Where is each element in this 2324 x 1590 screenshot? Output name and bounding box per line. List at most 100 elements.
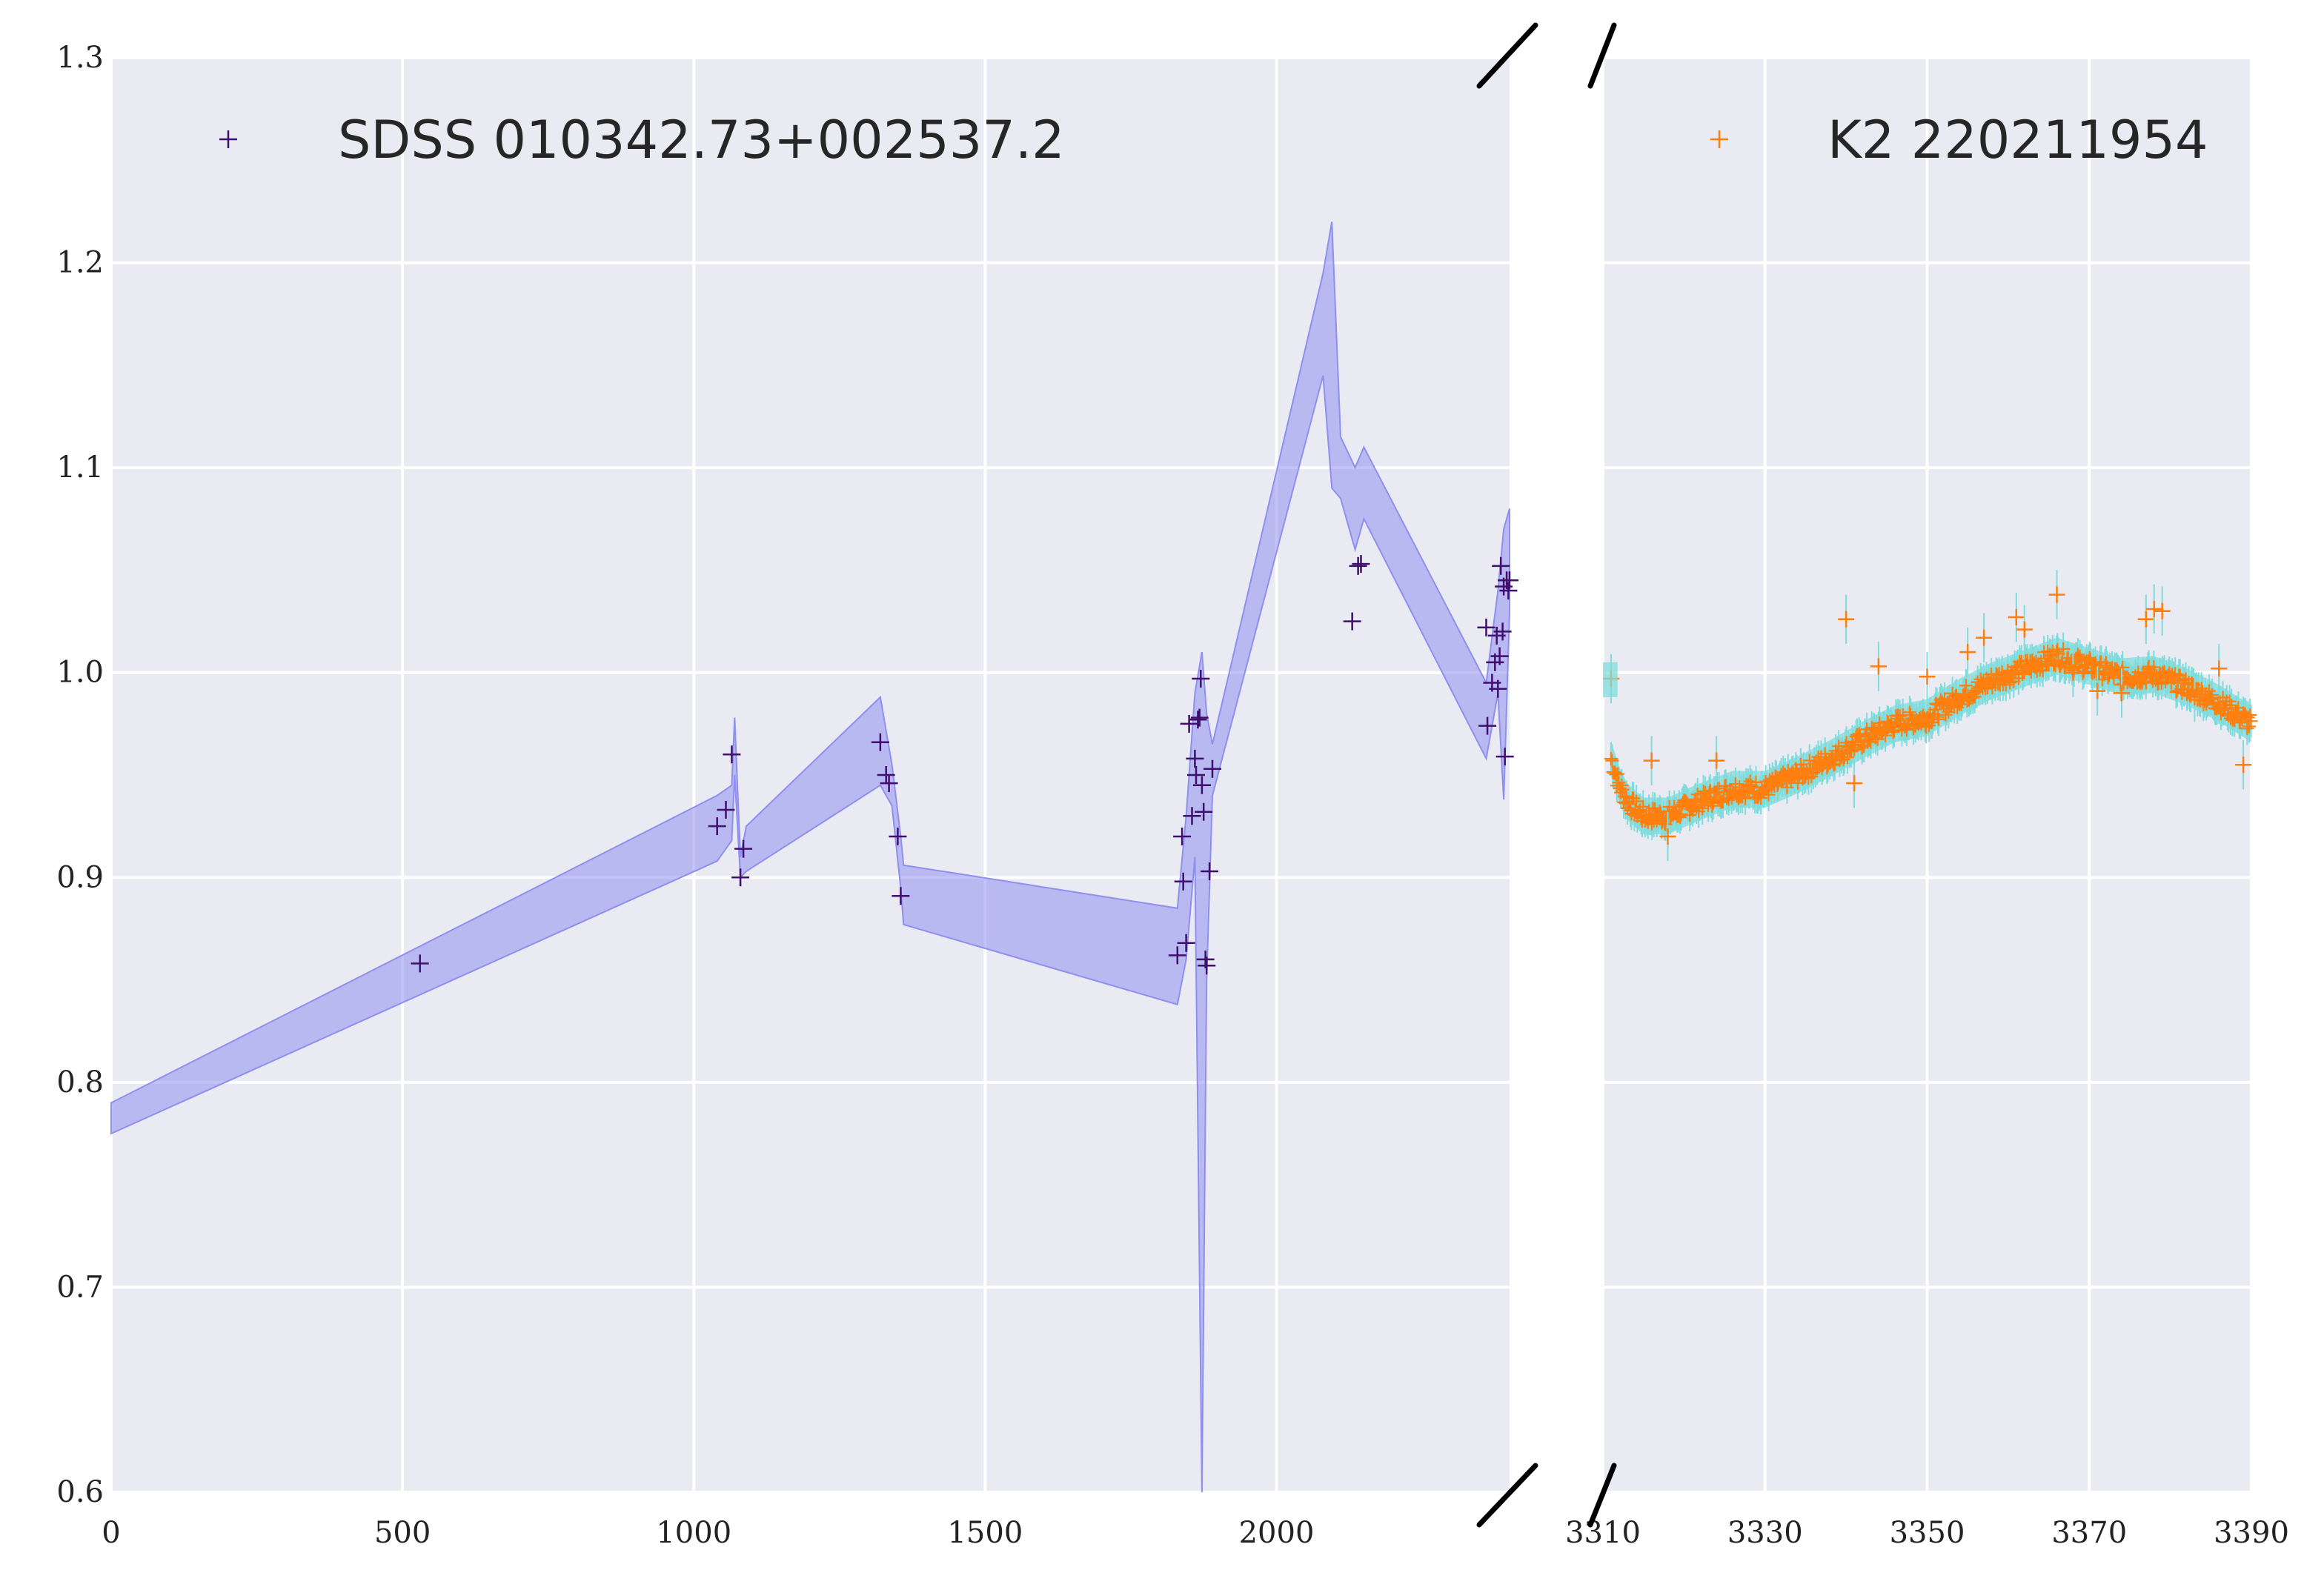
- left-legend-label: SDSS 010342.73+002537.2: [338, 110, 1065, 170]
- left-x-tick-labels: 0 500 1000 1500 2000: [102, 1516, 1314, 1550]
- data-point: [2234, 716, 2248, 730]
- data-point: [1183, 807, 1201, 825]
- data-point: [1696, 785, 1710, 799]
- outlier-point: [2008, 609, 2025, 625]
- data-point: [1630, 794, 1644, 808]
- y-tick-label: 0.8: [56, 1065, 104, 1100]
- data-point: [1879, 728, 1893, 742]
- data-point: [1945, 699, 1959, 713]
- left-gridlines: [110, 56, 1510, 1494]
- data-point: [2244, 714, 2258, 728]
- left-error-band: [110, 222, 1510, 1493]
- data-point: [1939, 708, 1953, 722]
- data-point: [1192, 670, 1210, 688]
- data-point: [1187, 766, 1205, 784]
- data-point: [892, 887, 910, 905]
- data-point: [1852, 727, 1866, 741]
- data-point: [731, 868, 750, 887]
- data-point: [2188, 684, 2202, 698]
- data-point: [1501, 571, 1518, 590]
- x-tick-label: 3370: [2051, 1516, 2127, 1550]
- data-point: [717, 801, 735, 819]
- y-tick-labels: 0.6 0.7 0.8 0.9 1.0 1.1 1.2 1.3: [56, 41, 104, 1509]
- data-point: [734, 839, 753, 858]
- data-point: [2056, 642, 2071, 656]
- data-point: [1492, 556, 1510, 575]
- right-data-points: [1602, 570, 2258, 862]
- x-tick-label: 0: [102, 1516, 120, 1550]
- data-point: [877, 766, 895, 784]
- outlier-point: [1643, 752, 1660, 769]
- outlier-point: [1659, 828, 1676, 845]
- y-tick-label: 1.1: [56, 450, 104, 485]
- data-point: [1611, 767, 1625, 781]
- data-point: [1671, 809, 1685, 823]
- right-legend-label: K2 220211954: [1827, 110, 2208, 170]
- data-point: [1690, 788, 1704, 802]
- x-tick-label: 3310: [1565, 1516, 1641, 1550]
- data-point: [1493, 622, 1512, 641]
- outlier-point: [2154, 602, 2171, 619]
- outlier-point: [2211, 660, 2228, 677]
- data-point: [2205, 688, 2220, 702]
- outlier-point: [1838, 611, 1855, 628]
- break-mark: [1587, 1463, 1617, 1528]
- data-point: [889, 828, 907, 845]
- outlier-point: [1959, 644, 1976, 661]
- outlier-point: [2048, 586, 2065, 603]
- data-point: [1168, 946, 1186, 965]
- data-point: [1173, 828, 1192, 845]
- x-tick-label: 2000: [1239, 1516, 1315, 1550]
- outlier-point: [2016, 621, 2033, 638]
- x-tick-label: 1500: [947, 1516, 1023, 1550]
- left-data-points: [411, 555, 1518, 975]
- legend-marker: [219, 130, 237, 148]
- y-tick-label: 0.7: [56, 1270, 104, 1304]
- y-tick-label: 1.3: [56, 41, 104, 75]
- data-point: [2147, 660, 2161, 674]
- data-point: [1684, 802, 1698, 816]
- data-point: [880, 774, 898, 793]
- data-point: [2240, 722, 2254, 736]
- outlier-point: [1870, 658, 1887, 675]
- data-point: [1477, 618, 1495, 636]
- left-legend-marker: [219, 130, 237, 148]
- data-point: [2243, 708, 2257, 722]
- right-panel: K2 220211954 3310 3330 3350 3370 3390: [1565, 56, 2289, 1550]
- x-tick-label: 3330: [1727, 1516, 1803, 1550]
- data-point: [1899, 723, 1913, 736]
- right-x-tick-labels: 3310 3330 3350 3370 3390: [1565, 1516, 2289, 1550]
- data-point: [1608, 765, 1622, 779]
- break-mark: [1476, 22, 1538, 89]
- outlier-point: [1708, 752, 1725, 769]
- data-point: [708, 817, 726, 836]
- data-point: [723, 745, 741, 764]
- y-tick-label: 1.0: [56, 656, 104, 690]
- data-point: [1190, 708, 1209, 727]
- data-point: [1930, 710, 1945, 724]
- x-tick-label: 3390: [2214, 1516, 2289, 1550]
- right-legend: K2 220211954: [1710, 110, 2208, 170]
- data-point: [1343, 612, 1361, 631]
- outlier-point: [2137, 611, 2154, 628]
- data-point: [1174, 872, 1192, 891]
- data-point: [1754, 791, 1768, 805]
- data-point: [1186, 749, 1204, 768]
- data-point: [411, 954, 429, 973]
- data-point: [1352, 555, 1370, 573]
- error-block: [1603, 662, 1618, 697]
- data-point: [1490, 647, 1509, 665]
- data-point: [1495, 748, 1514, 766]
- axis-break-marks: [1476, 22, 1617, 1528]
- outlier-point: [2065, 664, 2082, 681]
- data-point: [2050, 645, 2064, 659]
- data-point: [1489, 679, 1507, 698]
- data-point: [1478, 716, 1497, 735]
- data-point: [1902, 705, 1916, 719]
- data-point: [2242, 719, 2256, 734]
- data-point: [1180, 714, 1198, 733]
- data-point: [1616, 782, 1630, 796]
- outlier-point: [1846, 775, 1863, 792]
- y-tick-label: 1.2: [56, 246, 104, 280]
